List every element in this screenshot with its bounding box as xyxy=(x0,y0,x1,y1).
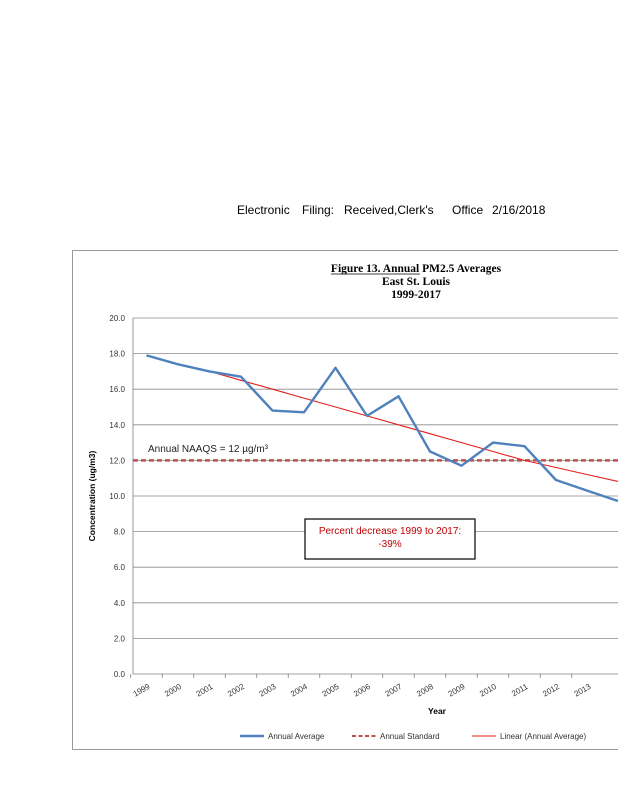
x-tick-2006: 2006 xyxy=(352,682,372,699)
y-tick-4.0: 4.0 xyxy=(114,599,126,608)
legend-label-2: Annual Standard xyxy=(380,732,440,741)
y-tick-10.0: 10.0 xyxy=(109,492,125,501)
x-tick-2000: 2000 xyxy=(163,682,183,699)
y-tick-0.0: 0.0 xyxy=(114,670,126,679)
y-tick-8.0: 8.0 xyxy=(114,528,126,537)
x-tick-2010: 2010 xyxy=(478,682,498,699)
y-axis-label: Concentration (ug/m3) xyxy=(87,451,97,542)
percent-decrease-box xyxy=(304,518,476,560)
filing-stamp-office: Office xyxy=(452,203,484,217)
x-tick-labels: 1999 2000 2001 2002 2003 2004 2005 2006 2007 2008… xyxy=(130,674,593,699)
series-lines xyxy=(133,354,618,503)
series-line-annual-average xyxy=(146,354,618,503)
y-tick-16.0: 16.0 xyxy=(109,385,125,394)
filing-stamp: Electronic Filing: Received,Clerk's Offi… xyxy=(0,203,618,219)
x-tick-1999: 1999 xyxy=(132,682,152,699)
x-tick-2012: 2012 xyxy=(541,682,561,699)
x-tick-2009: 2009 xyxy=(447,682,467,699)
legend-label-3: Linear (Annual Average) xyxy=(500,732,586,741)
chart-title-line-3: 1999-2017 xyxy=(391,289,441,301)
y-tick-12.0: 12.0 xyxy=(109,456,125,465)
x-tick-2008: 2008 xyxy=(415,682,435,699)
filing-stamp-received: Received,Clerk's xyxy=(344,203,434,217)
percent-decrease-value: -39% xyxy=(378,539,401,550)
x-tick-2005: 2005 xyxy=(321,682,341,699)
y-tick-labels: 0.0 2.0 4.0 6.0 8.0 10.0 12.0 14.0 16.0 18.0 20.0 xyxy=(109,314,125,679)
legend: Annual Average Annual Standard Linear (Ann… xyxy=(240,732,586,741)
filing-stamp-filing: Filing: xyxy=(302,203,335,217)
x-tick-2007: 2007 xyxy=(384,682,404,699)
y-tick-2.0: 2.0 xyxy=(114,634,126,643)
x-tick-2013: 2013 xyxy=(573,682,593,699)
y-tick-6.0: 6.0 xyxy=(114,563,126,572)
filing-stamp-date: 2/16/2018 xyxy=(492,203,546,217)
y-tick-18.0: 18.0 xyxy=(109,350,125,359)
y-tick-20.0: 20.0 xyxy=(109,314,125,323)
chart-frame xyxy=(72,250,618,750)
filing-stamp-electronic: Electronic xyxy=(237,203,290,217)
x-tick-2004: 2004 xyxy=(289,682,309,699)
chart-title-line-2: East St. Louis xyxy=(382,276,451,288)
y-tick-14.0: 14.0 xyxy=(109,421,125,430)
series-line-linear-trend xyxy=(146,354,618,483)
percent-decrease-text: Percent decrease 1999 to 2017: xyxy=(319,526,461,537)
x-axis-label: Year xyxy=(428,706,447,716)
x-tick-2001: 2001 xyxy=(195,682,215,699)
chart-title-line-1: Figure 13. Annual PM2.5 Averages xyxy=(331,263,502,275)
x-tick-2003: 2003 xyxy=(258,682,278,699)
legend-label-1: Annual Average xyxy=(268,732,325,741)
x-tick-2011: 2011 xyxy=(510,682,530,699)
naaqs-annotation: Annual NAAQS = 12 µg/m³ xyxy=(148,444,269,455)
x-tick-2002: 2002 xyxy=(226,682,246,699)
